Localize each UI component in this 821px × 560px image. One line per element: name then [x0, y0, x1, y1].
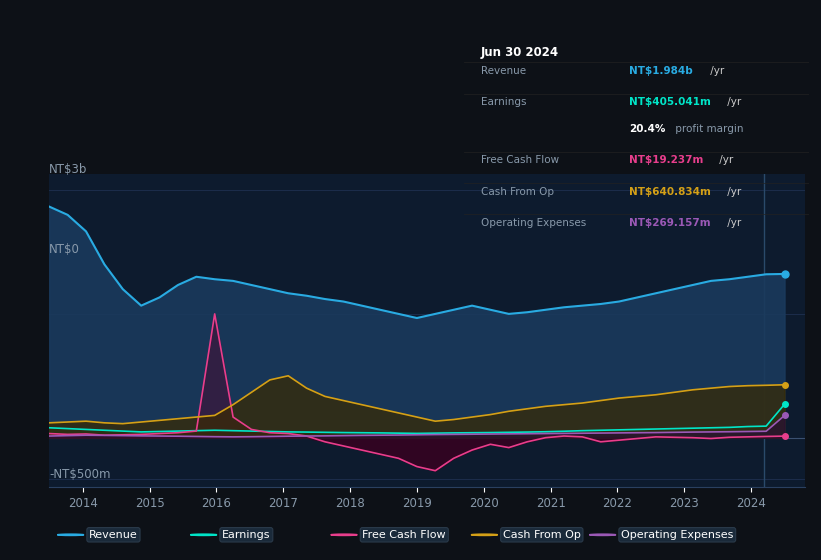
Text: Operating Expenses: Operating Expenses [621, 530, 733, 540]
Text: -NT$500m: -NT$500m [49, 468, 111, 481]
Text: Earnings: Earnings [481, 97, 526, 107]
Circle shape [331, 534, 357, 535]
Text: profit margin: profit margin [672, 124, 744, 134]
Text: Free Cash Flow: Free Cash Flow [481, 155, 559, 165]
Text: Free Cash Flow: Free Cash Flow [363, 530, 446, 540]
Text: NT$640.834m: NT$640.834m [630, 186, 711, 197]
Text: /yr: /yr [707, 66, 724, 76]
Text: Earnings: Earnings [222, 530, 271, 540]
Text: NT$3b: NT$3b [49, 163, 88, 176]
Text: Cash From Op: Cash From Op [502, 530, 580, 540]
Text: /yr: /yr [724, 186, 741, 197]
Circle shape [589, 534, 616, 535]
Text: /yr: /yr [724, 218, 741, 228]
Text: /yr: /yr [716, 155, 733, 165]
Text: NT$19.237m: NT$19.237m [630, 155, 704, 165]
Text: Operating Expenses: Operating Expenses [481, 218, 586, 228]
Text: 20.4%: 20.4% [630, 124, 666, 134]
Text: Revenue: Revenue [89, 530, 138, 540]
Circle shape [190, 534, 217, 535]
Text: /yr: /yr [724, 97, 741, 107]
Circle shape [57, 534, 84, 535]
Text: Cash From Op: Cash From Op [481, 186, 554, 197]
Text: Jun 30 2024: Jun 30 2024 [481, 46, 559, 59]
Text: NT$1.984b: NT$1.984b [630, 66, 693, 76]
Text: Revenue: Revenue [481, 66, 526, 76]
Circle shape [471, 534, 498, 535]
Text: NT$0: NT$0 [49, 242, 80, 256]
Text: NT$269.157m: NT$269.157m [630, 218, 711, 228]
Text: NT$405.041m: NT$405.041m [630, 97, 711, 107]
